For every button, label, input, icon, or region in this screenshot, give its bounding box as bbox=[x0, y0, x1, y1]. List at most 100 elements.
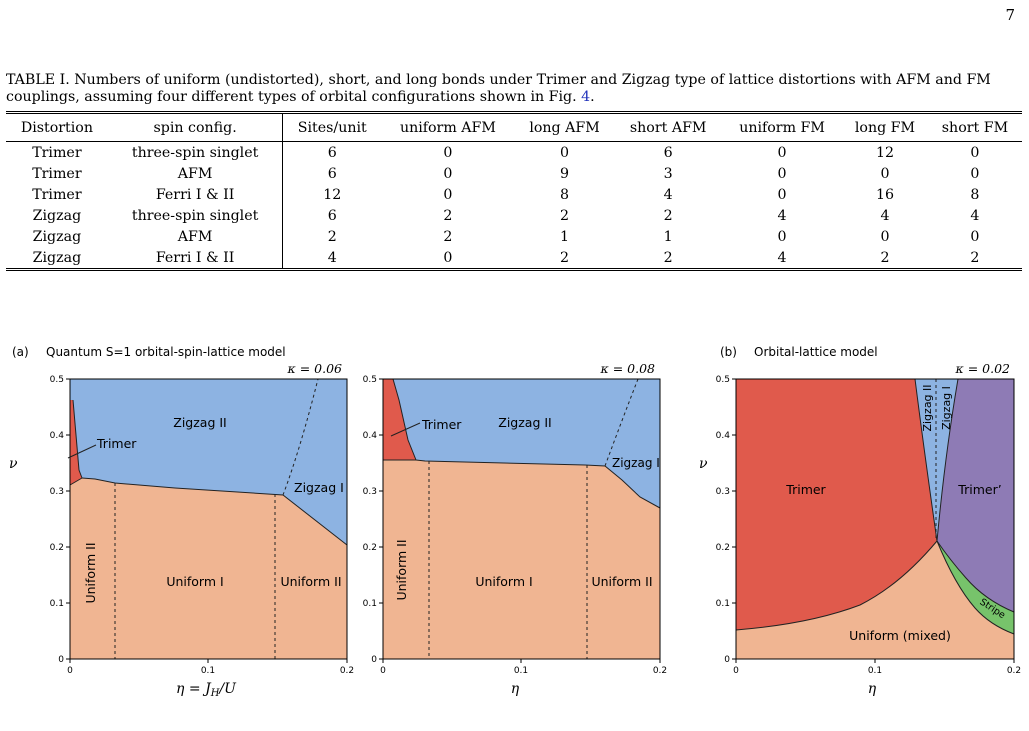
phase-boundary bbox=[69, 477, 83, 486]
table-cell: 0 bbox=[880, 165, 890, 182]
table-cell: 12 bbox=[323, 186, 342, 203]
region-label: Zigzag II bbox=[498, 415, 551, 430]
table-cell: 0 bbox=[443, 144, 453, 161]
region-label: Uniform II bbox=[280, 574, 341, 589]
phase-boundary bbox=[392, 378, 417, 461]
trimer-prime-region bbox=[937, 379, 1014, 612]
table-cell: 4 bbox=[722, 247, 843, 271]
zigzag-region bbox=[383, 379, 660, 508]
region-label: Zigzag I bbox=[294, 480, 344, 495]
table-row: Trimer three-spin singlet 6 0 0 6 0 12 0 bbox=[6, 141, 1022, 163]
col-header: short AFM bbox=[614, 111, 723, 142]
region-label: Zigzag II bbox=[921, 384, 934, 431]
col-header: Sites/unit bbox=[282, 111, 382, 142]
table-cell: 0 bbox=[777, 165, 787, 182]
trimer-region bbox=[736, 379, 937, 630]
col-header: long FM bbox=[842, 111, 928, 142]
table-cell: 0 bbox=[560, 144, 570, 161]
tick-label: 0 bbox=[371, 655, 377, 665]
tick-label: 0.2 bbox=[363, 543, 377, 553]
trimer-region bbox=[70, 400, 82, 485]
col-header: long AFM bbox=[514, 111, 615, 142]
region-label: Uniform II bbox=[394, 539, 409, 600]
table-cell: 8 bbox=[560, 186, 570, 203]
panel-a-label: (a) bbox=[12, 345, 29, 359]
zigzag-region bbox=[70, 379, 347, 545]
table-cell: 0 bbox=[443, 165, 453, 182]
table-cell: 8 bbox=[970, 186, 980, 203]
table-cell: 0 bbox=[777, 144, 787, 161]
col-header: uniform AFM bbox=[381, 111, 515, 142]
table-cell: 6 bbox=[327, 144, 337, 161]
table-row: Zigzag Ferri I & II 4 0 2 2 4 2 2 bbox=[6, 247, 1022, 271]
region-label: Uniform II bbox=[591, 574, 652, 589]
table-cell: Trimer bbox=[32, 165, 82, 182]
table-cell: three-spin singlet bbox=[107, 205, 284, 226]
table-cell: 4 bbox=[777, 207, 787, 224]
region-label: Uniform II bbox=[83, 542, 98, 603]
region-label: Uniform I bbox=[475, 574, 532, 589]
table-cell: 0 bbox=[443, 186, 453, 203]
y-axis-label: ν bbox=[9, 456, 18, 472]
stripe-region bbox=[937, 541, 1014, 634]
tick-label: 0.4 bbox=[363, 431, 378, 441]
table-cell: 2 bbox=[560, 207, 570, 224]
annotation-leader bbox=[67, 444, 97, 459]
table-cell: 6 bbox=[327, 207, 337, 224]
table-cell: Zigzag bbox=[32, 207, 82, 224]
tick-label: 0 bbox=[380, 666, 386, 676]
table-cell: 4 bbox=[663, 186, 673, 203]
tick-label: 0.2 bbox=[1007, 666, 1021, 676]
region-label: Zigzag I bbox=[940, 386, 953, 430]
table-cell: 2 bbox=[663, 207, 673, 224]
tick-label: 0.5 bbox=[363, 375, 377, 385]
table-cell: 4 bbox=[880, 207, 890, 224]
tick-label: 0.4 bbox=[716, 431, 731, 441]
tick-label: 0.1 bbox=[363, 599, 377, 609]
region-label: Uniform (mixed) bbox=[849, 628, 951, 643]
x-label-main: η = J bbox=[176, 681, 212, 697]
tick-label: 0.5 bbox=[716, 375, 730, 385]
tick-label: 0.5 bbox=[50, 375, 64, 385]
tick-label: 0.1 bbox=[50, 599, 64, 609]
table-cell: 2 bbox=[327, 228, 337, 245]
caption-end: . bbox=[590, 89, 595, 105]
table-cell: 0 bbox=[970, 228, 980, 245]
phase-plot-1: Zigzag II Trimer Zigzag I Uniform II Uni… bbox=[9, 361, 354, 699]
tick-label: 0.4 bbox=[50, 431, 65, 441]
region-label: Zigzag I bbox=[612, 456, 660, 470]
table-cell: 2 bbox=[927, 247, 1022, 271]
table-cell: Zigzag bbox=[6, 247, 108, 271]
y-ticks: 0 0.1 0.2 0.3 0.4 0.5 bbox=[716, 375, 736, 665]
region-label: Trimer’ bbox=[957, 482, 1001, 497]
table-cell: 4 bbox=[970, 207, 980, 224]
tick-label: 0.1 bbox=[716, 599, 730, 609]
table-cell: 3 bbox=[663, 165, 673, 182]
table-cell: 2 bbox=[842, 247, 928, 271]
table-row: Zigzag three-spin singlet 6 2 2 2 4 4 4 bbox=[6, 205, 1022, 226]
tick-label: 0 bbox=[724, 655, 730, 665]
table-cell: Trimer bbox=[32, 144, 82, 161]
tick-label: 0.1 bbox=[201, 666, 215, 676]
phase-boundary bbox=[936, 378, 1015, 613]
table-cell: 9 bbox=[560, 165, 570, 182]
phase-plot-2: Trimer Zigzag II Zigzag I Uniform II Uni… bbox=[363, 361, 667, 697]
figure-ref-link[interactable]: 4 bbox=[581, 89, 591, 105]
table-cell: 0 bbox=[970, 144, 980, 161]
region-label: Trimer bbox=[421, 417, 462, 432]
caption-text: TABLE I. Numbers of uniform (undistorted… bbox=[6, 72, 991, 105]
table-cell: Trimer bbox=[32, 186, 82, 203]
table-cell: 2 bbox=[443, 207, 453, 224]
table-cell: 6 bbox=[663, 144, 673, 161]
panel-a-title: Quantum S=1 orbital-spin-lattice model bbox=[46, 345, 286, 359]
col-header: short FM bbox=[927, 111, 1022, 142]
x-label-end: /U bbox=[217, 681, 237, 697]
region-label: Trimer bbox=[96, 436, 137, 451]
table-cell: 0 bbox=[880, 228, 890, 245]
table-cell: Ferri I & II bbox=[107, 247, 284, 271]
table-cell: AFM bbox=[107, 163, 284, 184]
x-axis-label: η bbox=[511, 681, 520, 697]
table-cell: Zigzag bbox=[32, 228, 82, 245]
tick-label: 0.2 bbox=[653, 666, 667, 676]
